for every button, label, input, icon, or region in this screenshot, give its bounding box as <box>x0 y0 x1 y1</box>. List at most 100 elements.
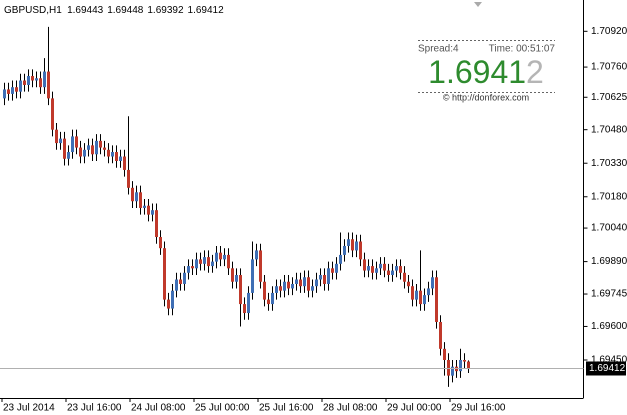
candle-body <box>187 266 190 273</box>
candle-body <box>263 281 266 300</box>
candle-body <box>215 252 218 262</box>
candle-body <box>7 89 10 94</box>
candle-body <box>87 145 90 150</box>
candle-body <box>103 147 106 150</box>
candle-body <box>95 140 98 155</box>
candle-body <box>35 78 38 81</box>
candle-body <box>123 156 126 170</box>
y-tick-label: 1.70760 <box>591 62 627 73</box>
candle-body <box>351 239 354 251</box>
x-tick-label: 23 Jul 2014 <box>3 403 55 414</box>
candle-body <box>259 250 262 282</box>
y-tick-label: 1.70480 <box>591 124 627 135</box>
candle-body <box>163 248 166 300</box>
y-tick-label: 1.70040 <box>591 223 627 234</box>
candle-body <box>39 78 42 88</box>
candle-body <box>175 279 178 291</box>
price-last-digit: 2 <box>526 54 544 90</box>
candle-body <box>439 321 442 349</box>
candle-body <box>207 257 210 267</box>
candle-body <box>127 169 130 188</box>
x-tick-label: 24 Jul 08:00 <box>131 403 186 414</box>
candle-body <box>139 192 142 208</box>
candle-body <box>47 71 50 99</box>
candle-body <box>191 266 194 269</box>
x-tick-label: 23 Jul 16:00 <box>67 403 122 414</box>
y-tick-label: 1.69745 <box>591 289 627 300</box>
candle-body <box>387 270 390 276</box>
candle-body <box>295 279 298 284</box>
candle-body <box>307 277 310 291</box>
candle-body <box>359 241 362 260</box>
candle-body <box>443 348 446 360</box>
candle-body <box>427 288 430 296</box>
candle-body <box>243 304 246 314</box>
candle-body <box>111 152 114 157</box>
ohlc-close: 1.69412 <box>188 5 225 16</box>
link[interactable]: © http://donforex.com <box>443 92 529 102</box>
candle-body <box>467 361 470 369</box>
candle-body <box>147 205 150 215</box>
candle-body <box>347 239 350 246</box>
candle-body <box>27 76 30 85</box>
candle-body <box>67 152 70 159</box>
ohlc-open: 1.69443 <box>67 5 104 16</box>
spread: Spread:4 <box>418 44 459 55</box>
candle-body <box>83 149 86 157</box>
candle-body <box>63 138 66 159</box>
candle-body <box>299 279 302 287</box>
candle-body <box>315 279 318 287</box>
candle-body <box>323 275 326 284</box>
y-tick-label: 1.70920 <box>591 26 627 37</box>
x-tick-label: 29 Jul 16:00 <box>451 403 506 414</box>
candle-body <box>451 366 454 376</box>
candle-body <box>331 268 334 273</box>
candle-body <box>199 259 202 264</box>
candle-body <box>275 286 278 293</box>
candle-body <box>267 299 270 305</box>
candle-body <box>247 292 250 314</box>
candle-body <box>407 281 410 287</box>
y-tick-label: 1.70330 <box>591 158 627 169</box>
candle-body <box>79 147 82 157</box>
candle-body <box>319 275 322 280</box>
y-tick-label: 1.69450 <box>591 355 627 366</box>
candle-body <box>283 281 286 291</box>
y-tick-label: 1.69600 <box>591 321 627 332</box>
candle-body <box>375 268 378 273</box>
candle-body <box>107 149 110 157</box>
candle-body <box>227 254 230 269</box>
candle-body <box>195 259 198 269</box>
candle-body <box>371 266 374 273</box>
candle-body <box>431 277 434 289</box>
candle-body <box>235 275 238 282</box>
candle-body <box>155 210 158 238</box>
candle-body <box>231 268 234 282</box>
candle-body <box>19 80 22 92</box>
ohlc-low: 1.69392 <box>147 5 184 16</box>
candle-body <box>411 286 414 300</box>
candle-body <box>151 210 154 215</box>
candle-body <box>463 359 466 362</box>
candle-body <box>99 140 102 148</box>
candle-body <box>219 252 222 260</box>
candle-body <box>419 290 422 305</box>
candle-body <box>251 259 254 293</box>
candle-body <box>459 359 462 372</box>
candle-body <box>223 254 226 260</box>
candle-body <box>255 250 258 260</box>
y-tick-label: 1.70625 <box>591 92 627 103</box>
price-main: 1.6941 <box>428 54 526 90</box>
candle-body <box>303 277 306 287</box>
candle-body <box>271 292 274 305</box>
candle-body <box>59 138 62 144</box>
candle-body <box>203 257 206 264</box>
candle-body <box>31 76 34 81</box>
candle-body <box>395 266 398 271</box>
candle-body <box>279 286 282 291</box>
header: GBPUSD,H1 1.69443 1.69448 1.69392 1.69412 <box>4 5 224 16</box>
candle-body <box>291 283 294 289</box>
candle-body <box>135 192 138 202</box>
